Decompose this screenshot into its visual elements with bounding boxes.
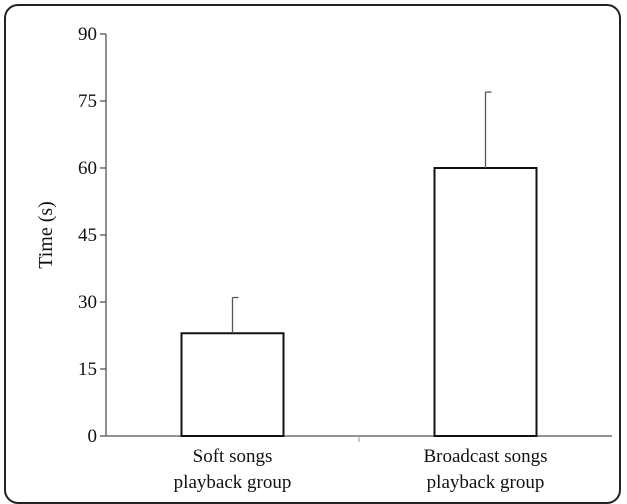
y-tick-label: 30 [78,292,97,313]
y-tick-label: 45 [78,225,97,246]
y-tick-label: 60 [78,158,97,179]
y-tick-label: 15 [78,359,97,380]
bar [180,332,285,437]
bars [180,91,538,437]
y-tick-label: 90 [78,24,97,45]
category-label: Broadcast songs [423,446,547,467]
category-label: playback group [427,472,545,493]
bar [433,167,538,437]
x-axis: Soft songs playback group Broadcast songs p… [106,435,612,493]
y-axis: 0 15 30 45 60 75 90 [78,24,107,447]
category-label: Soft songs [193,446,273,467]
category-label: playback group [174,472,292,493]
y-tick-label: 75 [78,91,97,112]
y-axis-title: Time (s) [35,201,57,269]
y-tick-label: 0 [88,426,98,447]
